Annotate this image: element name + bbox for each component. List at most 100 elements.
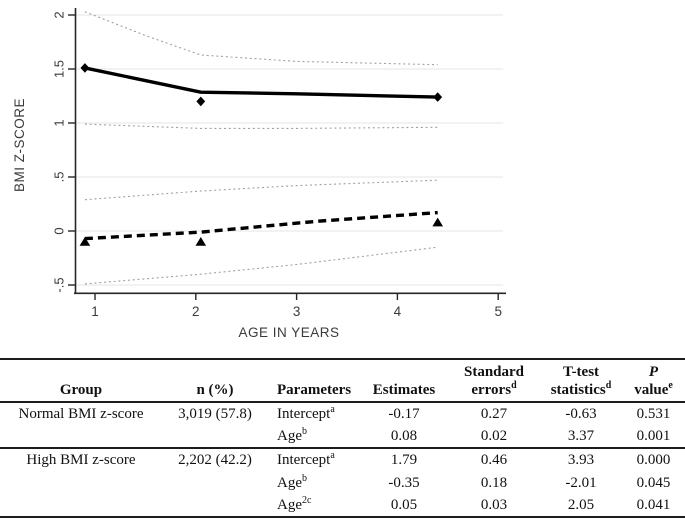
- observed-high-bmi-marker: [80, 63, 90, 73]
- observed-normal-bmi-marker: [195, 237, 207, 246]
- cell-n: [162, 494, 268, 517]
- cell-estimate: -0.17: [388, 406, 420, 422]
- col-header-p-value: P valuee: [622, 359, 685, 403]
- cell-std-error: 0.03: [480, 497, 508, 513]
- cell-estimate: 0.08: [390, 428, 418, 444]
- results-table: Group n (%) Parameters Estimates Standar…: [0, 358, 685, 518]
- col-header-n-label: n (%): [196, 382, 234, 398]
- table-row: Normal BMI z-score 3,019 (57.8) Intercep…: [0, 402, 685, 425]
- p-value-word: value: [634, 382, 669, 398]
- predicted-high-bmi-line: [84, 66, 438, 99]
- cell-p-value: 0.531: [636, 406, 671, 422]
- parameter-label: Age: [277, 428, 302, 444]
- cell-parameter: Intercepta: [268, 447, 360, 471]
- col-header-n: n (%): [162, 359, 268, 403]
- table-header-row: Group n (%) Parameters Estimates Standar…: [0, 359, 685, 403]
- ttest-word: statistics: [550, 382, 606, 398]
- y-axis-title: BMI Z-SCORE: [12, 98, 27, 192]
- standard-errors-line1: Standard: [463, 364, 525, 380]
- observed-normal-bmi-marker: [79, 237, 91, 246]
- y-tick-label: .5: [52, 172, 67, 183]
- cell-parameter: Ageb: [268, 471, 360, 494]
- col-header-estimates: Estimates: [360, 359, 448, 403]
- cell-group: [0, 471, 162, 494]
- y-tick-label: 1.5: [52, 60, 67, 78]
- cell-parameter: Age2c: [268, 494, 360, 517]
- cell-std-error: 0.18: [480, 474, 508, 491]
- ttest-line2: statisticsd: [540, 381, 622, 399]
- parameter-label: Age: [277, 497, 302, 513]
- col-header-parameters: Parameters: [268, 359, 360, 403]
- cell-group: [0, 425, 162, 448]
- cell-p-value: 0.045: [636, 474, 671, 491]
- x-tick-label: 2: [192, 304, 200, 319]
- table-row: Ageb 0.08 0.02 3.37 0.001: [0, 425, 685, 448]
- predicted-normal-bmi-line: [84, 210, 438, 241]
- ttest-footnote: d: [605, 380, 612, 391]
- y-tick-label: 2: [52, 11, 67, 18]
- cell-p-value: 0.000: [622, 447, 685, 471]
- ttest-line1: T-test: [562, 364, 600, 380]
- parameter-footnote: b: [302, 426, 307, 437]
- standard-errors-word: errors: [471, 382, 512, 398]
- parameter-label: Intercept: [277, 406, 331, 422]
- p-value-line1: P: [648, 364, 659, 380]
- cell-t-stat: 3.93: [540, 447, 622, 471]
- observed-normal-bmi-marker: [432, 217, 443, 227]
- cell-n: 3,019 (57.8): [178, 406, 252, 422]
- cell-n: 2,202 (42.2): [162, 447, 268, 471]
- cell-t-stat: 3.37: [567, 428, 595, 444]
- x-tick-label: 4: [394, 304, 402, 319]
- x-axis-title: AGE IN YEARS: [238, 325, 339, 340]
- cell-estimate: 1.79: [360, 447, 448, 471]
- cell-group: Normal BMI z-score: [18, 406, 144, 422]
- p-value-footnote: e: [668, 380, 673, 391]
- cell-std-error: 0.46: [448, 447, 540, 471]
- cell-t-stat: 2.05: [567, 497, 595, 513]
- table-row: Age2c 0.05 0.03 2.05 0.041: [0, 494, 685, 517]
- cell-estimate: -0.35: [388, 474, 420, 491]
- parameter-footnote: 2c: [302, 495, 312, 506]
- y-tick-label: 1: [52, 119, 67, 126]
- y-tick-label: -.5: [52, 277, 67, 292]
- ci-upper-normal-bmi-line: [84, 179, 438, 201]
- col-header-group: Group: [0, 359, 162, 403]
- col-header-group-label: Group: [59, 382, 103, 398]
- x-tick-label: 5: [494, 304, 502, 319]
- cell-std-error: 0.27: [480, 406, 508, 422]
- parameter-footnote: a: [330, 450, 335, 461]
- x-tick-label: 1: [91, 304, 99, 319]
- cell-group: [0, 494, 162, 517]
- cell-estimate: 0.05: [390, 497, 418, 513]
- parameter-label: Intercept: [277, 452, 331, 468]
- observed-high-bmi-marker: [433, 92, 443, 102]
- cell-std-error: 0.02: [480, 428, 508, 444]
- observed-high-bmi-marker: [196, 96, 206, 107]
- x-tick-label: 3: [293, 304, 301, 319]
- table-row: High BMI z-score 2,202 (42.2) Intercepta…: [0, 447, 685, 471]
- table-row: Ageb -0.35 0.18 -2.01 0.045: [0, 471, 685, 494]
- col-header-estimates-label: Estimates: [372, 382, 436, 398]
- cell-parameter: Ageb: [268, 425, 360, 448]
- cell-n: [162, 471, 268, 494]
- cell-p-value: 0.041: [636, 497, 671, 513]
- standard-errors-footnote: d: [511, 380, 517, 391]
- cell-parameter: Intercepta: [268, 402, 360, 425]
- cell-n: [162, 425, 268, 448]
- cell-t-stat: -2.01: [565, 474, 597, 491]
- bmi-chart: 2 1.5 1.5 0 -.5 1 2 3 4 5 AGE IN YEARS BMI Z-SCORE: [12, 8, 506, 340]
- ci-lower-normal-bmi-line: [84, 246, 438, 285]
- parameter-footnote: b: [302, 472, 307, 484]
- cell-group: High BMI z-score: [0, 447, 162, 471]
- y-tick-label: 0: [52, 227, 67, 234]
- ci-upper-high-bmi-line: [84, 11, 438, 66]
- col-header-standard-errors: Standard errorsd: [448, 359, 540, 403]
- standard-errors-line2: errorsd: [448, 381, 540, 399]
- ci-lower-high-bmi-line: [84, 123, 438, 129]
- parameter-label: Age: [277, 474, 302, 491]
- cell-t-stat: -0.63: [565, 406, 597, 422]
- parameter-footnote: a: [330, 404, 335, 415]
- cell-p-value: 0.001: [636, 428, 671, 444]
- p-value-line2: valuee: [622, 381, 685, 399]
